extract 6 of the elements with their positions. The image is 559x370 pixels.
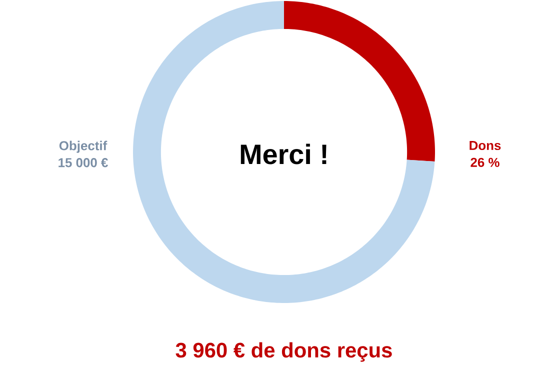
- slice-label: Dons: [470, 141, 501, 150]
- text: 3 960 € de dons reçus: [176, 342, 392, 362]
- slice-label: Objectif: [59, 140, 108, 153]
- text: 15 000 €: [58, 158, 108, 168]
- text: Merci !: [240, 144, 326, 164]
- data-label: 26 %: [470, 158, 500, 167]
